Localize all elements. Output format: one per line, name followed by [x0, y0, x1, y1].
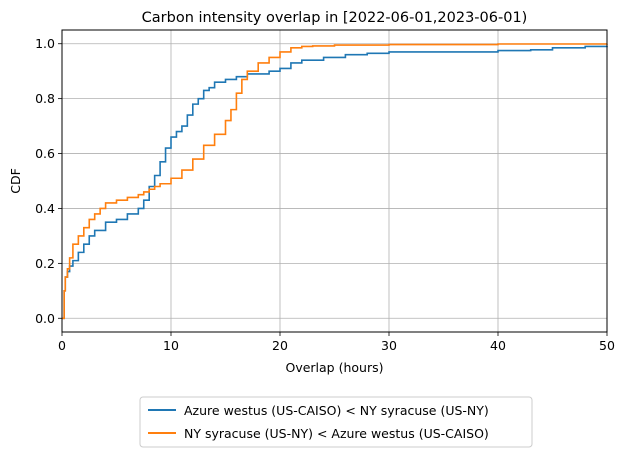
x-tick-label: 20	[272, 338, 288, 353]
y-tick-label: 0.6	[35, 146, 55, 161]
x-tick-label: 40	[490, 338, 506, 353]
y-tick-label: 0.4	[35, 201, 55, 216]
x-tick-label: 0	[58, 338, 66, 353]
legend-label-syracuse: NY syracuse (US-NY) < Azure westus (US-C…	[184, 426, 489, 441]
y-tick-label: 0.2	[35, 256, 55, 271]
y-axis-ticks: 0.0 0.2 0.4 0.6 0.8 1.0	[35, 36, 62, 326]
plot-frame	[61, 29, 608, 333]
y-tick-label: 0.8	[35, 91, 55, 106]
y-axis-label: CDF	[8, 168, 23, 194]
x-tick-label: 10	[163, 338, 179, 353]
legend: Azure westus (US-CAISO) < NY syracuse (U…	[139, 396, 533, 448]
x-tick-label: 50	[599, 338, 615, 353]
x-axis-ticks: 0 10 20 30 40 50	[58, 332, 615, 353]
legend-label-westus: Azure westus (US-CAISO) < NY syracuse (U…	[184, 403, 489, 418]
x-tick-label: 30	[381, 338, 397, 353]
y-tick-label: 1.0	[35, 36, 55, 51]
x-axis-label: Overlap (hours)	[285, 360, 383, 375]
series-line-0	[62, 45, 608, 320]
legend-box	[139, 396, 533, 448]
chart-title: Carbon intensity overlap in [2022-06-01,…	[142, 10, 528, 26]
series-line-1	[62, 43, 608, 320]
series-layer	[62, 43, 608, 320]
y-tick-label: 0.0	[35, 311, 55, 326]
